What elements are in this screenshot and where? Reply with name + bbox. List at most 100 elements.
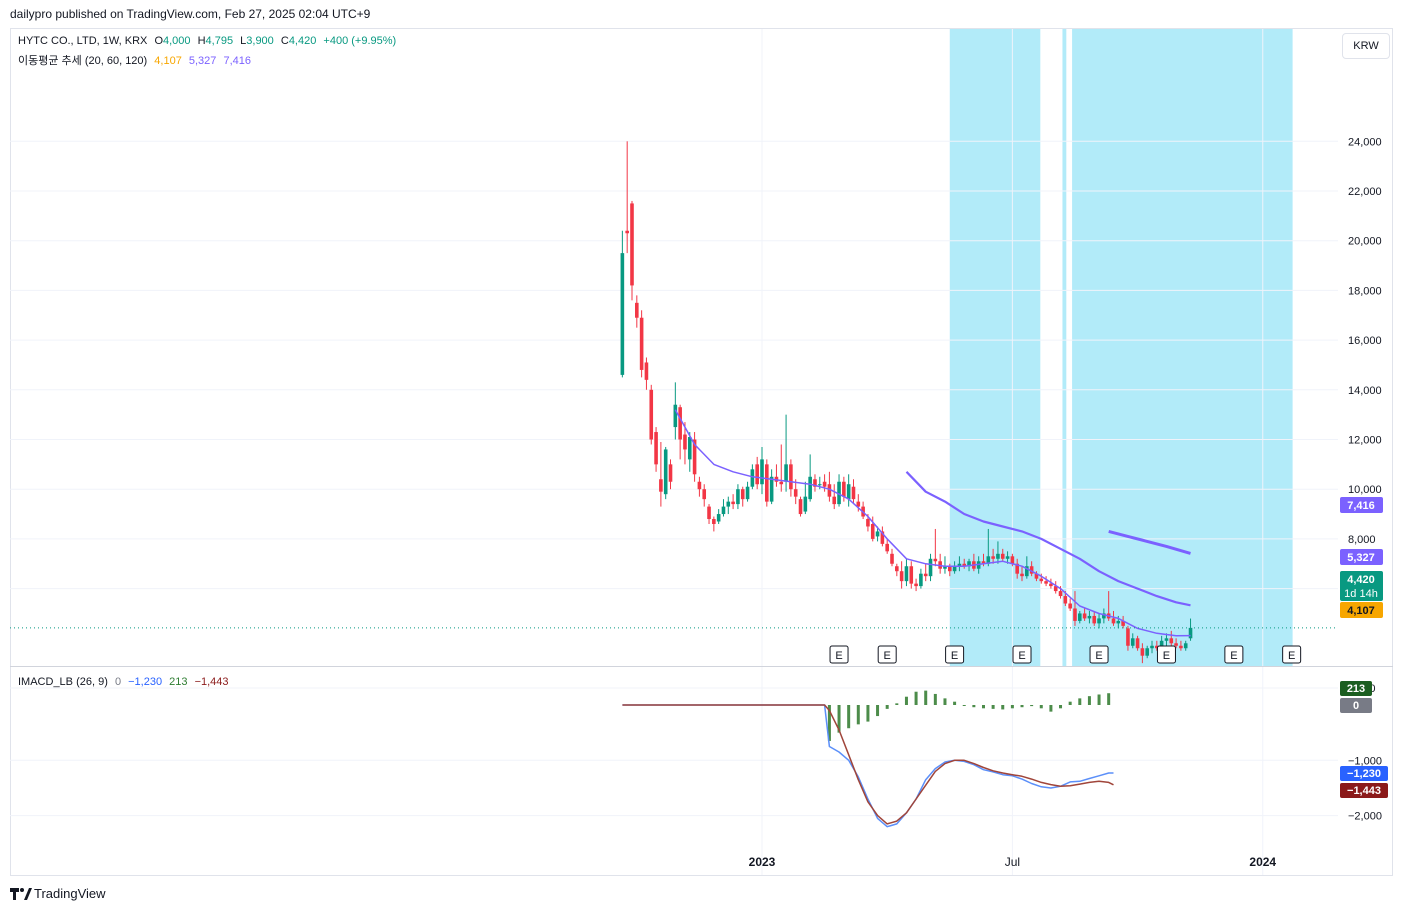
candle-body (842, 481, 846, 497)
macd-histogram-bar (953, 701, 957, 705)
macd-histogram-bar (1001, 705, 1005, 710)
candle-body (726, 501, 731, 507)
y-tick-label: 14,000 (1348, 385, 1382, 397)
macd-histogram-bar (933, 693, 937, 705)
earnings-marker (1282, 645, 1302, 664)
candle-body (952, 566, 957, 572)
macd-histogram-bar (1020, 705, 1024, 708)
candle-body (1135, 638, 1140, 649)
candle-body (962, 563, 967, 567)
highlight-zone-0 (949, 29, 1041, 666)
x-tick-label: 2023 (749, 855, 776, 869)
macd-legend-macd: −1,230 (128, 676, 163, 688)
low-label: L3,900 (240, 35, 274, 47)
low-value: 3,900 (246, 35, 274, 47)
macd-histogram-bar (1059, 705, 1063, 709)
candle-body (687, 437, 692, 460)
candle-body (1179, 645, 1183, 649)
candle-body (745, 486, 750, 500)
candle-body (760, 459, 764, 485)
candle-body (784, 464, 788, 482)
macd-value-label: −1,230 (1347, 768, 1381, 780)
macd-legend-name: IMACD_LB (26, 9) (18, 676, 108, 688)
candle-body (1164, 638, 1169, 641)
candle-body (736, 489, 740, 505)
candle-body (765, 464, 769, 502)
candle-body (1102, 613, 1106, 619)
ma-legend-name: 이동평균 추세 (20, 60, 120) (18, 55, 148, 67)
brand-name: TradingView (34, 886, 106, 901)
candle-body (740, 489, 745, 500)
candle-body (721, 506, 726, 515)
tradingview-brand: TradingView (10, 886, 106, 901)
macd-histogram-bar (1078, 698, 1082, 705)
earnings-label: E (884, 650, 891, 662)
candle-body (943, 566, 947, 569)
candle-body (856, 501, 861, 507)
close-price-label: 4,420 (1347, 574, 1375, 586)
candle-body (1130, 638, 1135, 646)
candle-body (880, 531, 885, 544)
symbol-label: HYTC CO., LTD, 1W, KRX (18, 35, 148, 47)
hist-value-label: 213 (1347, 683, 1365, 695)
macd-histogram-bar (924, 690, 928, 705)
hist-value-label-bg (1340, 681, 1372, 696)
candle-body (991, 556, 995, 559)
candle-body (1058, 591, 1063, 597)
candle-body (866, 519, 870, 527)
candle-body (1183, 643, 1188, 649)
candle-body (885, 543, 889, 552)
earnings-marker (877, 645, 897, 664)
macd-histogram-bar (856, 705, 860, 725)
macd-histogram-bar (885, 705, 889, 709)
ma120-line (1108, 529, 1191, 555)
countdown-label: 1d 14h (1344, 588, 1378, 600)
candle-body (635, 302, 639, 318)
earnings-label: E (1230, 650, 1237, 662)
ma20-price-label-bg (1340, 602, 1383, 618)
macd-histogram-bar (827, 705, 831, 741)
earnings-label: E (1288, 650, 1295, 662)
macd-legend-hist: 213 (169, 676, 188, 688)
tradingview-logo-icon (10, 887, 32, 900)
candle-body (851, 486, 856, 500)
earnings-marker (1089, 645, 1109, 664)
candle-body (808, 476, 812, 500)
earnings-label: E (1095, 650, 1102, 662)
candle-body (702, 489, 707, 500)
macd-line (622, 704, 1114, 828)
currency-button[interactable]: KRW (1342, 33, 1390, 59)
ma60-line (905, 471, 1191, 607)
candle-body (803, 496, 808, 512)
macd-histogram-bar (895, 703, 899, 705)
candle-body (1145, 648, 1149, 656)
x-tick-label: Jul (1005, 855, 1020, 869)
candle-body (668, 464, 673, 482)
candle-body (837, 481, 841, 505)
chart-frame (10, 28, 1393, 876)
earnings-marker (829, 645, 849, 664)
close-value: 4,420 (288, 35, 317, 47)
ma20-price-label: 4,107 (1347, 605, 1375, 617)
candle-body (1188, 627, 1193, 639)
candle-body (1068, 603, 1072, 609)
candle-body (692, 439, 697, 475)
candle-body (1121, 620, 1125, 626)
y-tick-label: 24,000 (1348, 136, 1382, 148)
candle-body (1155, 645, 1159, 649)
candle-body (789, 464, 793, 490)
candle-body (1140, 648, 1145, 656)
candle-body (1053, 586, 1058, 592)
macd-histogram-bar (1039, 705, 1043, 709)
candle-body (1000, 553, 1005, 559)
candle-body (1159, 640, 1164, 649)
ma60-price-label: 5,327 (1347, 552, 1375, 564)
candle-body (697, 481, 702, 490)
candle-body (678, 407, 682, 440)
candle-body (707, 506, 711, 520)
close-key: C (280, 35, 289, 47)
candle-body (1049, 583, 1053, 587)
close-tag-bg (1340, 571, 1383, 601)
candle-body (779, 481, 784, 485)
